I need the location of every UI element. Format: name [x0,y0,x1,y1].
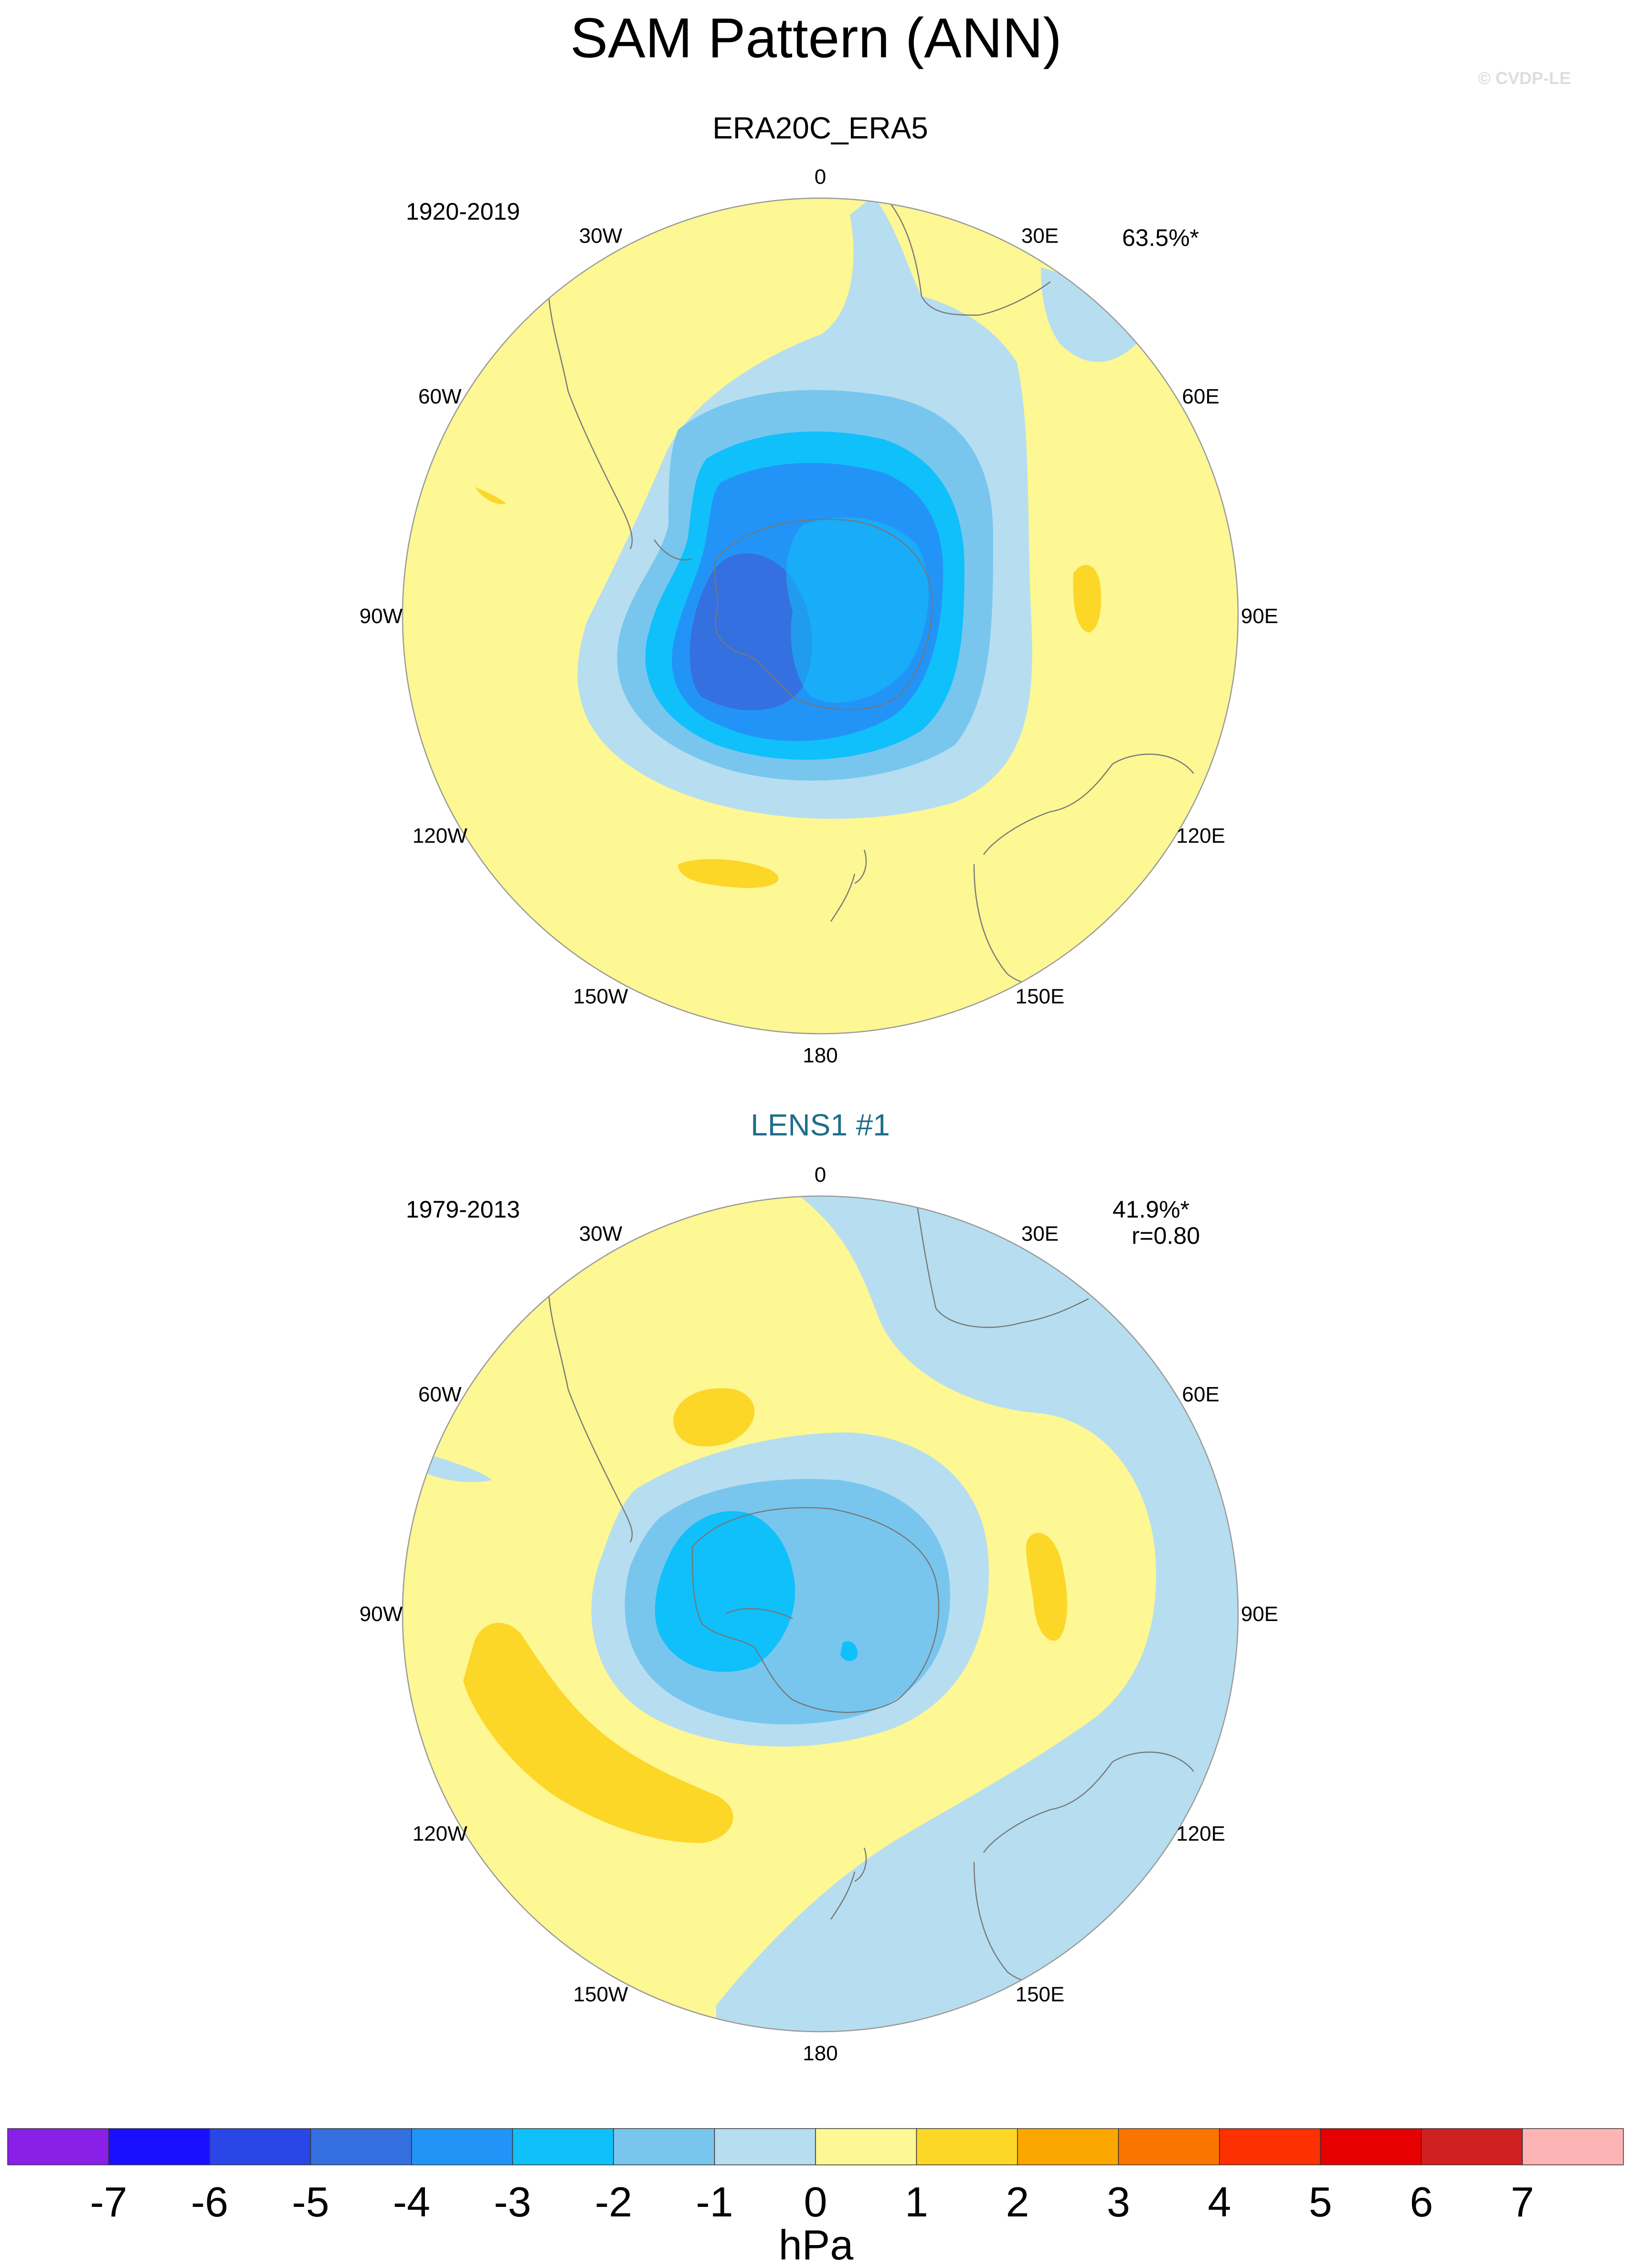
longitude-label: 180 [803,1044,837,1067]
longitude-label: 120E [1176,824,1225,848]
longitude-label: 60W [418,385,462,408]
colorbar-tick-label: -6 [191,2178,228,2226]
colorbar-tick-labels: -7 -6 -5 -4 -3 -2 -1 0 1 2 3 4 5 6 7 [90,2178,1534,2226]
colorbar-tick-label: 7 [1511,2178,1534,2226]
period-label: 1979-2013 [406,1196,520,1223]
longitude-labels: 0 30E 60E 90E 120E 150E 180 150W 120W 90W 60W 30W [360,165,1278,1067]
colorbar-tick-label: -5 [292,2178,329,2226]
colorbar-tick-label: 1 [905,2178,928,2226]
correlation-label: r=0.80 [1132,1222,1200,1249]
colorbar-box [209,2128,311,2165]
copyright-text: © CVDP-LE [1478,68,1571,88]
figure-title: SAM Pattern (ANN) [570,7,1061,70]
colorbar-box [815,2128,917,2165]
antarctica-land [786,517,929,703]
level-neg1-to-0 [1041,267,1136,362]
colorbar: -7 -6 -5 -4 -3 -2 -1 0 1 2 3 4 5 6 7 hPa [7,2128,1624,2268]
colorbar-box [108,2128,210,2165]
longitude-label: 0 [815,1163,826,1187]
contour-map [403,1196,1238,2032]
variance-label: 41.9%* [1113,1196,1189,1223]
longitude-label: 0 [815,165,826,189]
longitude-label: 150W [573,985,628,1008]
longitude-label: 60W [418,1383,462,1406]
level-neg1-to-0 [420,1452,492,1482]
longitude-label: 90W [360,604,403,628]
colorbar-tick-label: 3 [1107,2178,1130,2226]
longitude-label: 30W [579,1222,623,1245]
colorbar-tick-label: -1 [696,2178,733,2226]
colorbar-box [714,2128,816,2165]
colorbar-tick-label: 4 [1208,2178,1231,2226]
longitude-label: 90E [1241,604,1278,628]
colorbar-box [1219,2128,1321,2165]
colorbar-tick-label: 5 [1309,2178,1332,2226]
longitude-label: 30W [579,224,623,247]
longitude-label: 120E [1176,1822,1225,1845]
contour-map [403,198,1238,1034]
colorbar-box [1320,2128,1422,2165]
level-1-to-2 [673,1388,755,1447]
colorbar-box [310,2128,412,2165]
colorbar-box [512,2128,614,2165]
colorbar-box [1118,2128,1220,2165]
longitude-label: 30E [1021,224,1059,247]
colorbar-boxes [7,2128,1624,2165]
colorbar-tick-label: -7 [90,2178,127,2226]
colorbar-unit: hPa [779,2221,854,2268]
colorbar-box [916,2128,1018,2165]
longitude-label: 120W [413,1822,467,1845]
colorbar-tick-label: -4 [393,2178,430,2226]
colorbar-tick-label: -2 [595,2178,632,2226]
longitude-labels: 0 30E 60E 90E 120E 150E 180 150W 120W 90W 60W 30W [360,1163,1278,2065]
colorbar-tick-label: 6 [1410,2178,1433,2226]
period-label: 1920-2019 [406,198,520,225]
colorbar-tick-label: 0 [804,2178,827,2226]
colorbar-box [1522,2128,1624,2165]
level-1-to-2 [1026,1533,1067,1641]
longitude-label: 60E [1182,1383,1219,1406]
colorbar-box [411,2128,513,2165]
map-border [402,1195,1239,2033]
panel-title: ERA20C_ERA5 [712,111,928,145]
level-neg3-to-neg2 [840,1641,858,1662]
panel-title: LENS1 #1 [751,1108,890,1142]
longitude-label: 150E [1016,1983,1065,2006]
colorbar-box [1421,2128,1523,2165]
longitude-label: 180 [803,2042,837,2065]
coastlines [547,1203,1194,1982]
level-1-to-2 [678,859,779,888]
level-1-to-2 [475,487,506,504]
longitude-label: 90W [360,1602,403,1626]
level-neg3-to-neg2 [655,1511,795,1672]
colorbar-box [7,2128,109,2165]
level-1-to-2 [1073,565,1102,633]
panel-era20c-era5: ERA20C_ERA5 1920-2019 63.5%* [360,111,1278,1067]
level-neg5-to-neg4 [689,553,812,710]
level-neg1-to-0 [716,1196,1238,2032]
longitude-label: 150E [1016,985,1065,1008]
variance-label: 63.5%* [1122,224,1199,251]
longitude-label: 30E [1021,1222,1059,1245]
colorbar-tick-label: -3 [494,2178,531,2226]
longitude-label: 90E [1241,1602,1278,1626]
longitude-label: 60E [1182,385,1219,408]
colorbar-tick-label: 2 [1006,2178,1029,2226]
longitude-label: 150W [573,1983,628,2006]
panel-lens1: LENS1 #1 1979-2013 41.9%* r=0.80 [360,1108,1278,2065]
colorbar-box [613,2128,715,2165]
colorbar-box [1017,2128,1119,2165]
level-1-to-2 [463,1622,733,1843]
map-border [402,197,1239,1035]
longitude-label: 120W [413,824,467,848]
